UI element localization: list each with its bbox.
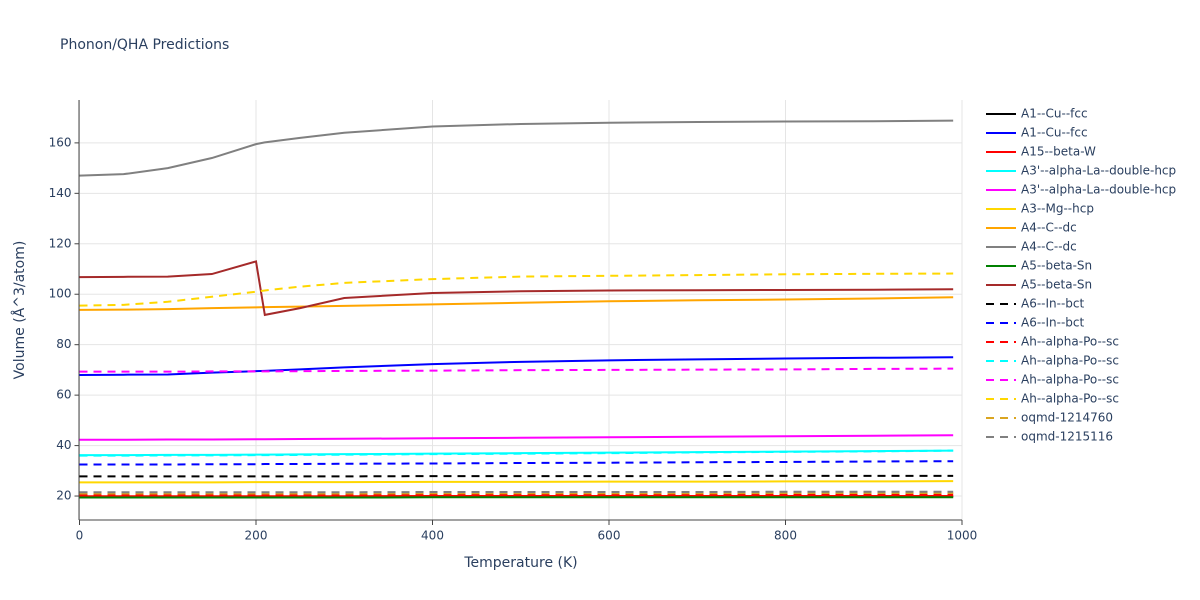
series-line <box>79 296 954 311</box>
legend-label: Ah--alpha-Po--sc <box>1021 392 1119 406</box>
series-line <box>79 367 954 373</box>
legend-label: A6--In--bct <box>1021 297 1085 311</box>
x-tick-label: 600 <box>598 529 621 543</box>
x-tick-label: 200 <box>245 529 268 543</box>
y-tick-label: 160 <box>49 135 72 149</box>
series-line <box>79 490 954 494</box>
legend: A1--Cu--fcc A1--Cu--fcc A15--beta-W A3'--al… <box>986 107 1176 444</box>
chart-title: Phonon/QHA Predictions <box>60 37 229 53</box>
y-axis-title: Volume (Å^3/atom) <box>11 241 28 380</box>
legend-label: oqmd-1214760 <box>1021 411 1113 425</box>
series-line <box>79 356 954 376</box>
y-tick-label: 80 <box>56 337 71 351</box>
x-tick-label: 1000 <box>947 529 978 543</box>
legend-label: Ah--alpha-Po--sc <box>1021 373 1119 387</box>
grid: 20 40 60 80 100 120 140 160 0 200 400 600 800 1000 <box>49 100 978 543</box>
series-line <box>79 260 954 317</box>
series-line <box>79 480 954 484</box>
y-tick-label: 120 <box>49 236 72 250</box>
legend-label: A1--Cu--fcc <box>1021 107 1088 121</box>
legend-label: A4--C--dc <box>1021 221 1077 235</box>
y-tick-label: 20 <box>56 489 71 503</box>
y-tick-label: 100 <box>49 287 72 301</box>
legend-label: A6--In--bct <box>1021 316 1085 330</box>
x-tick-label: 0 <box>76 529 84 543</box>
legend-label: Ah--alpha-Po--sc <box>1021 354 1119 368</box>
legend-label: A4--C--dc <box>1021 240 1077 254</box>
series-line <box>79 434 954 441</box>
series-line <box>79 460 954 466</box>
x-axis-title: Temperature (K) <box>463 555 577 571</box>
plot-area <box>79 119 954 499</box>
series-line <box>79 492 954 495</box>
legend-label: A3'--alpha-La--double-hcp <box>1021 183 1176 197</box>
series-line <box>79 449 954 457</box>
legend-label: Ah--alpha-Po--sc <box>1021 335 1119 349</box>
series-line <box>79 474 954 478</box>
x-tick-label: 800 <box>774 529 797 543</box>
series-line <box>79 272 954 307</box>
y-tick-label: 140 <box>49 186 72 200</box>
legend-label: oqmd-1215116 <box>1021 430 1113 444</box>
legend-label: A5--beta-Sn <box>1021 278 1092 292</box>
legend-label: A1--Cu--fcc <box>1021 126 1088 140</box>
legend-label: A3'--alpha-La--double-hcp <box>1021 164 1176 178</box>
legend-label: A15--beta-W <box>1021 145 1096 159</box>
series-line <box>79 493 954 496</box>
legend-label: A3--Mg--hcp <box>1021 202 1094 216</box>
y-tick-label: 60 <box>56 388 71 402</box>
legend-label: A5--beta-Sn <box>1021 259 1092 273</box>
series-line <box>79 119 954 177</box>
x-tick-label: 400 <box>421 529 444 543</box>
y-tick-label: 40 <box>56 438 71 452</box>
